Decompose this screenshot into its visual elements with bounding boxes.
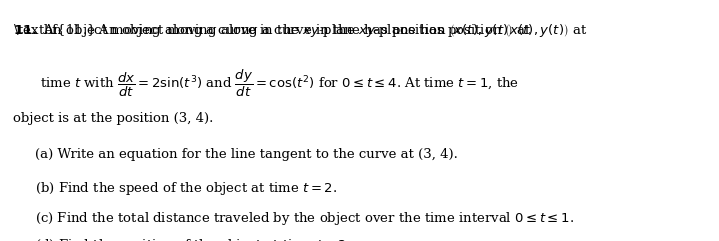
Text: \textbf{11.} An object moving along a curve in the $xy$-plane has position $\lef: \textbf{11.} An object moving along a cu… (13, 22, 587, 39)
Text: (c) Find the total distance traveled by the object over the time interval $0 \le: (c) Find the total distance traveled by … (35, 210, 574, 227)
Text: (b) Find the speed of the object at time $t = 2$.: (b) Find the speed of the object at time… (35, 180, 336, 197)
Text: time $t$ with $\dfrac{dx}{dt} = 2\sin\!\left(t^{3}\right)$ and $\dfrac{dy}{dt} =: time $t$ with $\dfrac{dx}{dt} = 2\sin\!\… (40, 67, 518, 99)
Text: (d) Find the position of the object at time $t = 2$.: (d) Find the position of the object at t… (35, 237, 351, 241)
Text: (a) Write an equation for the line tangent to the curve at (3, 4).: (a) Write an equation for the line tange… (35, 148, 457, 161)
Text: object is at the position (3, 4).: object is at the position (3, 4). (13, 112, 214, 125)
Text: $\mathbf{11.}$ An object moving along a curve in the $xy$-plane has position $\l: $\mathbf{11.}$ An object moving along a … (13, 22, 531, 39)
